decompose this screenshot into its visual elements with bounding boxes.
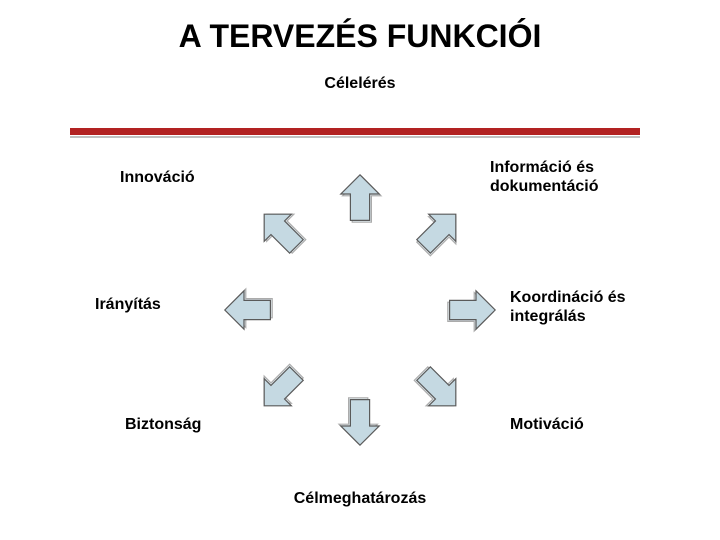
label-coordination: Koordináció és integrálás bbox=[510, 288, 670, 326]
label-innovation: Innováció bbox=[120, 168, 195, 187]
label-direction: Irányítás bbox=[95, 295, 161, 314]
label-security: Biztonság bbox=[125, 415, 201, 434]
arrow-bottom-left bbox=[240, 345, 325, 430]
arrow-right bbox=[440, 280, 500, 340]
arrow-bottom-right bbox=[395, 345, 480, 430]
label-motivation: Motiváció bbox=[510, 415, 584, 434]
bottom-label: Célmeghatározás bbox=[0, 490, 720, 508]
arrow-bottom bbox=[330, 390, 390, 450]
divider bbox=[70, 128, 640, 138]
top-label: Célelérés bbox=[0, 75, 720, 93]
arrow-top-right bbox=[395, 190, 480, 275]
arrow-top-left bbox=[240, 190, 325, 275]
arrow-top bbox=[330, 170, 390, 230]
label-information: Információ és dokumentáció bbox=[490, 158, 650, 196]
page-title: A TERVEZÉS FUNKCIÓI bbox=[0, 0, 720, 55]
arrow-left bbox=[220, 280, 280, 340]
